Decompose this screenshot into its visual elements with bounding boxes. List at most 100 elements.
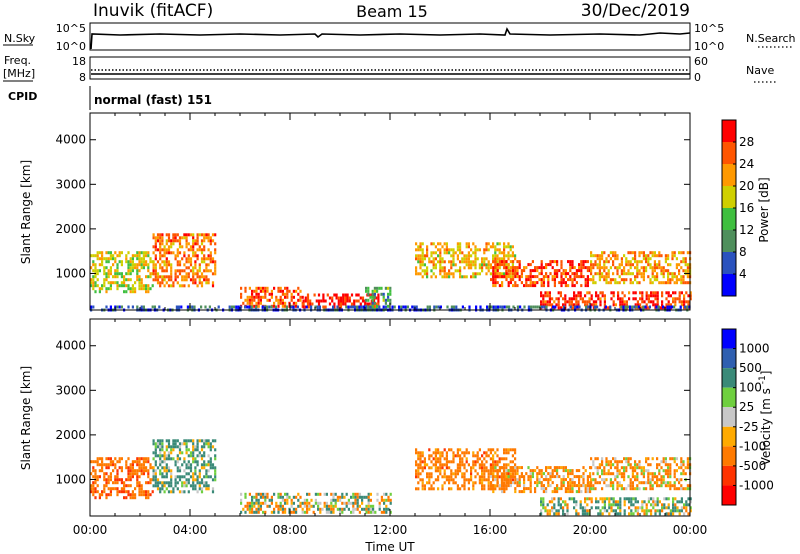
data-cell	[463, 266, 466, 270]
data-cell	[382, 292, 385, 296]
data-cell	[627, 460, 630, 464]
data-cell	[156, 275, 160, 279]
data-cell	[363, 495, 366, 499]
data-cell	[587, 305, 590, 309]
data-cell	[200, 478, 204, 482]
data-cell	[439, 460, 442, 464]
data-cell	[118, 251, 121, 255]
data-cell	[647, 478, 650, 482]
data-cell	[214, 469, 217, 473]
data-cell	[154, 445, 157, 449]
data-cell	[649, 281, 652, 285]
data-cell	[603, 478, 606, 482]
data-cell	[251, 289, 254, 293]
data-cell	[540, 260, 543, 264]
data-cell	[439, 305, 442, 309]
data-cell	[483, 484, 486, 488]
data-cell	[660, 269, 663, 273]
data-cell	[428, 472, 431, 476]
data-cell	[205, 266, 208, 270]
data-cell	[538, 272, 541, 276]
data-cell	[178, 451, 182, 455]
data-cell	[534, 481, 537, 485]
data-cell	[645, 460, 648, 464]
data-cell	[384, 301, 387, 305]
data-cell	[483, 475, 486, 479]
data-cell	[579, 294, 582, 298]
data-cell	[529, 484, 532, 488]
data-cell	[178, 284, 182, 288]
data-cell	[152, 263, 155, 267]
data-cell	[284, 501, 287, 505]
data-cell	[129, 475, 132, 479]
data-cell	[377, 296, 380, 300]
data-cell	[127, 466, 130, 470]
data-cell	[689, 294, 692, 298]
data-cell	[145, 481, 148, 485]
data-cell	[205, 236, 208, 240]
data-cell	[142, 284, 145, 288]
data-cell	[445, 478, 448, 482]
data-cell	[328, 507, 331, 511]
data-cell	[264, 289, 267, 293]
data-cell	[641, 300, 644, 304]
data-cell	[145, 469, 148, 473]
data-cell	[496, 275, 499, 279]
data-cell	[257, 504, 260, 508]
data-cell	[456, 254, 459, 258]
data-cell	[415, 487, 418, 491]
data-cell	[653, 278, 656, 282]
data-cell	[127, 260, 130, 264]
data-cell	[355, 293, 358, 297]
data-cell	[328, 302, 332, 306]
data-cell	[540, 291, 543, 295]
data-cell	[661, 294, 664, 298]
data-cell	[656, 266, 659, 270]
data-cell	[652, 503, 655, 507]
data-cell	[262, 492, 265, 496]
data-cell	[255, 501, 258, 505]
data-cell	[556, 466, 559, 470]
data-cell	[205, 439, 208, 443]
data-cell	[200, 305, 203, 309]
data-cell	[107, 275, 110, 279]
data-cell	[194, 254, 197, 258]
data-cell	[687, 294, 690, 298]
data-cell	[503, 451, 506, 455]
data-cell	[628, 497, 631, 501]
data-cell	[415, 448, 418, 452]
velocity-colorbar-label: Velocity [m s -1]	[758, 371, 773, 466]
data-cell	[129, 466, 132, 470]
data-cell	[684, 487, 687, 491]
data-cell	[483, 451, 486, 455]
data-cell	[662, 460, 665, 464]
velocity-colorbar-swatch	[722, 465, 736, 486]
data-cell	[292, 305, 295, 309]
data-cell	[194, 445, 197, 449]
data-cell	[152, 260, 155, 264]
data-cell	[112, 469, 115, 473]
data-cell	[214, 475, 217, 479]
data-cell	[672, 291, 675, 295]
data-cell	[324, 305, 327, 309]
data-cell	[470, 466, 473, 470]
data-cell	[94, 475, 97, 479]
data-cell	[203, 466, 206, 470]
data-cell	[114, 251, 117, 255]
data-cell	[610, 497, 613, 501]
data-cell	[632, 497, 635, 501]
data-cell	[200, 487, 204, 491]
data-cell	[610, 503, 613, 507]
data-cell	[514, 481, 517, 485]
data-cell	[465, 254, 468, 258]
data-cell	[682, 281, 685, 285]
data-cell	[573, 297, 576, 301]
data-cell	[514, 269, 517, 273]
data-cell	[198, 269, 201, 273]
data-cell	[154, 236, 157, 240]
data-cell	[612, 254, 615, 258]
data-cell	[642, 251, 645, 255]
data-cell	[286, 492, 289, 496]
data-cell	[109, 475, 112, 479]
